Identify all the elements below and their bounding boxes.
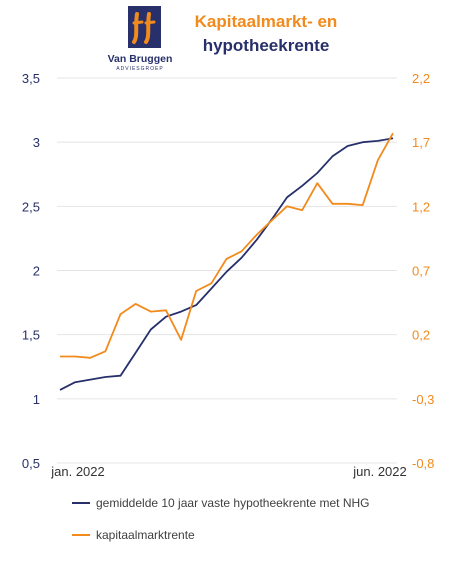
y-right-tick-label: 2,2 — [412, 71, 430, 86]
y-left-tick-label: 2 — [33, 264, 40, 279]
y-left-tick-label: 1,5 — [22, 328, 40, 343]
y-right-tick-label: 1,7 — [412, 135, 430, 150]
y-right-tick-label: -0,3 — [412, 392, 434, 407]
logo-mark — [128, 6, 161, 48]
logo-wordmark: Van Bruggen — [107, 53, 173, 65]
logo: Van Bruggen ADVIESGROEP — [104, 6, 176, 78]
legend-label: kapitaalmarktrente — [96, 528, 195, 542]
legend-label: gemiddelde 10 jaar vaste hypotheekrente … — [96, 496, 370, 510]
y-left-tick-label: 1 — [33, 392, 40, 407]
series-line-hypotheekrente — [59, 137, 394, 391]
chart-title-line1: Kapitaalmarkt- en — [194, 12, 338, 31]
y-right-tick-label: -0,8 — [412, 456, 434, 471]
y-left-tick-label: 3,5 — [22, 71, 40, 86]
logo-subtext: ADVIESGROEP — [116, 66, 164, 72]
y-left-tick-label: 2,5 — [22, 199, 40, 214]
series-line-kapitaalmarktrente — [60, 132, 394, 359]
x-tick-label: jan. 2022 — [50, 464, 105, 479]
y-left-tick-label: 0,5 — [22, 456, 40, 471]
y-right-tick-label: 1,2 — [412, 199, 430, 214]
chart-title-line2: hypotheekrente — [202, 36, 330, 55]
y-right-tick-label: 0,7 — [412, 264, 430, 279]
x-tick-label: jun. 2022 — [352, 464, 407, 479]
y-left-tick-label: 3 — [33, 135, 40, 150]
y-right-tick-label: 0,2 — [412, 328, 430, 343]
